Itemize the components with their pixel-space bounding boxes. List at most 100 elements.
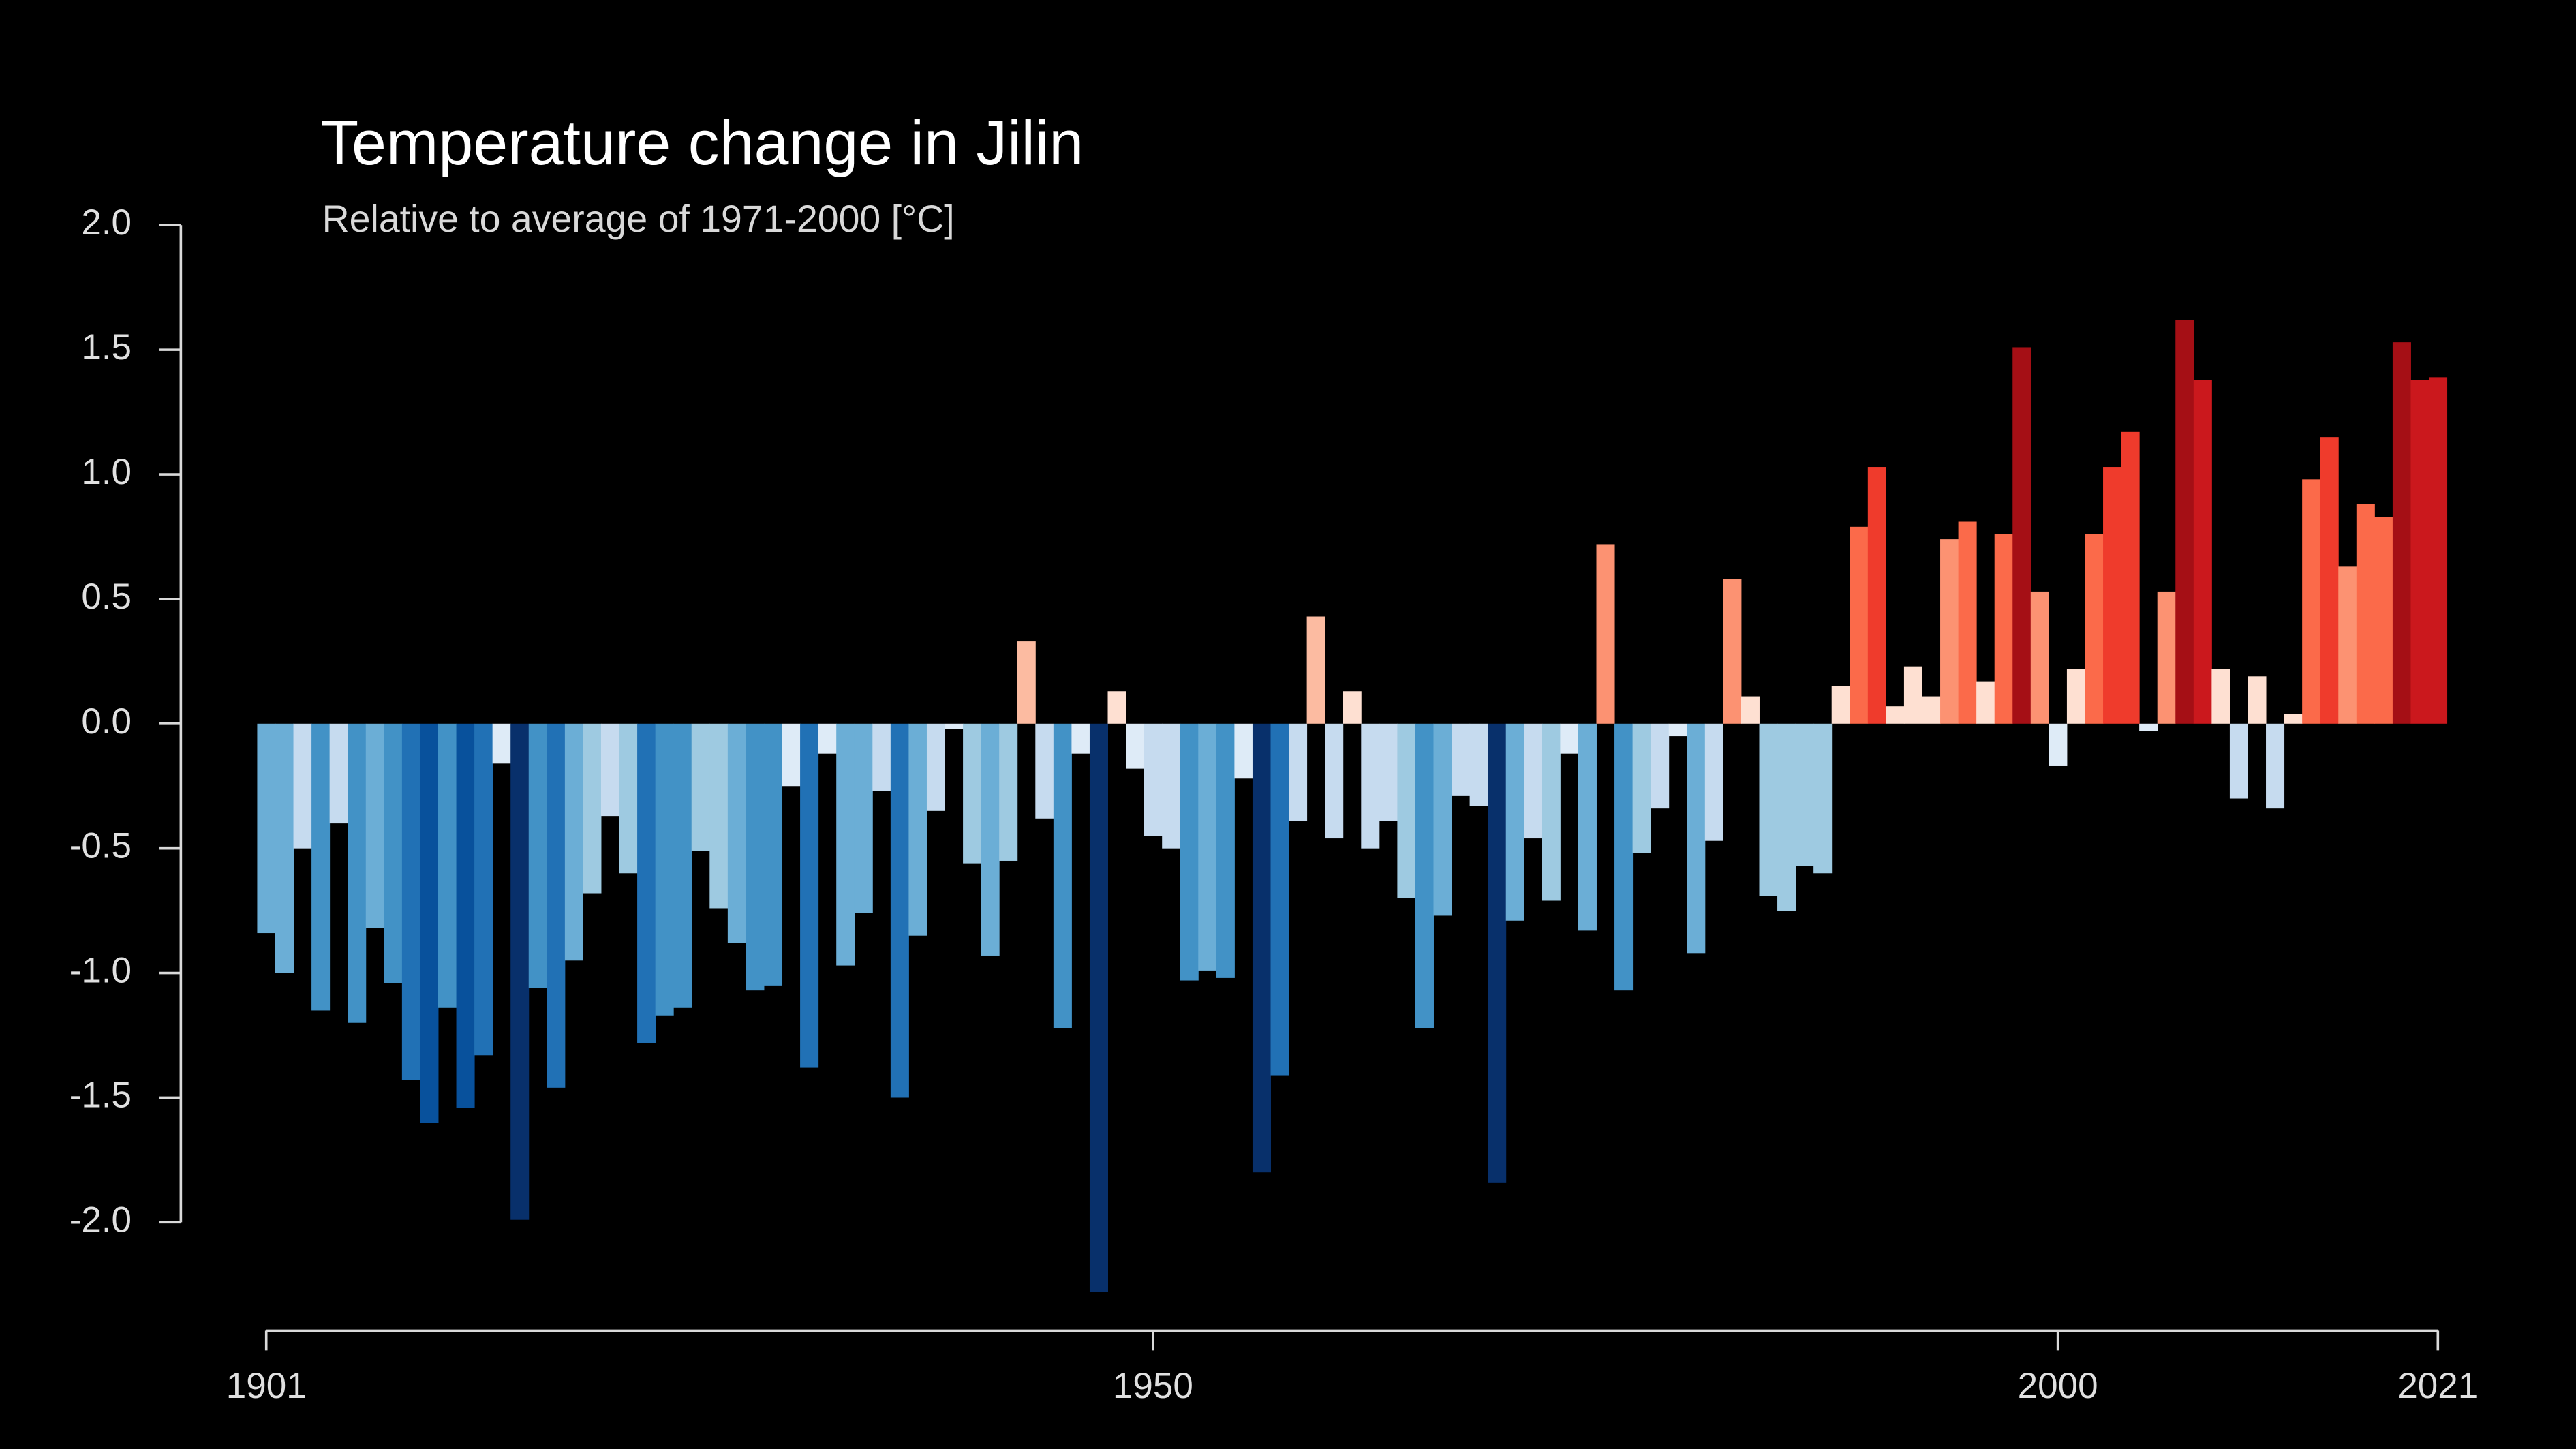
bar [1433,723,1452,916]
bar [2356,504,2375,724]
bar [1976,681,1995,724]
bar [1560,723,1579,754]
bar [637,723,656,1043]
bar [2139,723,2158,731]
bar [1542,723,1561,901]
chart-subtitle: Relative to average of 1971-2000 [°C] [322,198,955,240]
bar [2284,714,2303,724]
bar [2266,723,2285,809]
bar [2193,380,2212,724]
bar [800,723,819,1068]
bar [1524,723,1543,839]
y-tick-label: 0.0 [81,701,132,742]
y-tick-label: 1.0 [81,452,132,492]
bar [456,723,475,1108]
y-tick-label: 2.0 [81,202,132,243]
bar [1361,723,1380,849]
x-tick-label: 1901 [226,1366,307,1406]
bar [2085,534,2104,724]
bar [1668,723,1687,737]
bar [1180,723,1199,981]
bar [2392,342,2411,724]
bar [1397,723,1416,898]
bar [1144,723,1163,836]
bar [1596,544,1615,724]
bar [2374,517,2393,724]
bar [2157,591,2176,724]
x-tick-label: 1950 [1113,1366,1193,1406]
bar [2338,566,2357,724]
bar [1578,723,1597,931]
bar [1162,723,1181,849]
bar [293,723,312,849]
bar [1940,539,1959,724]
bar [547,723,566,1088]
bar [1632,723,1651,854]
bar [1777,723,1796,911]
bar [1216,723,1235,978]
bar [908,723,927,936]
bar [727,723,746,943]
bar [872,723,891,791]
bar [1505,723,1524,921]
bar [1759,723,1778,896]
bar [275,723,294,973]
bar [510,723,530,1220]
bar [528,723,547,988]
y-tick-label: 1.5 [81,327,132,367]
bar [926,723,946,811]
bar [1469,723,1488,806]
bar [2429,377,2448,724]
bar [1017,641,1036,724]
bar [1415,723,1434,1028]
bar [1379,723,1398,821]
bar [1488,723,1507,1183]
bar [963,723,982,864]
bar [2103,467,2122,724]
bar [691,723,710,851]
bar [2030,591,2049,724]
bar [1234,723,1253,779]
bar [1053,723,1072,1028]
bar [619,723,638,874]
bar [2121,431,2140,724]
bar [474,723,493,1056]
bar [945,723,964,729]
bar [746,723,765,991]
bar [782,723,801,787]
bar [1903,666,1922,724]
bar [1723,579,1742,724]
y-tick-label: -0.5 [70,826,132,866]
bar [763,723,783,986]
bar [1850,526,1869,724]
bar [854,723,873,913]
bar [1126,723,1145,769]
bar [1922,696,1941,724]
bar [311,723,331,1011]
x-tick-label: 2021 [2397,1366,2478,1406]
bar [1270,723,1289,1076]
bar [2229,723,2248,799]
bar [1306,616,1325,724]
bar [2066,669,2085,724]
bar [2211,669,2230,724]
bar [564,723,583,961]
bar [329,723,348,824]
y-tick-label: 0.5 [81,577,132,617]
bar [1994,534,2013,724]
bar [2049,723,2068,766]
x-tick-label: 2000 [2018,1366,2098,1406]
bar [890,723,909,1098]
bar [2410,380,2429,724]
bar [999,723,1018,861]
bar [257,723,276,934]
bar [1813,723,1833,874]
bar [1687,723,1706,954]
bar [401,723,420,1080]
bar [583,723,602,894]
bar [981,723,1000,956]
bar [673,723,692,1008]
bar [1289,723,1308,821]
